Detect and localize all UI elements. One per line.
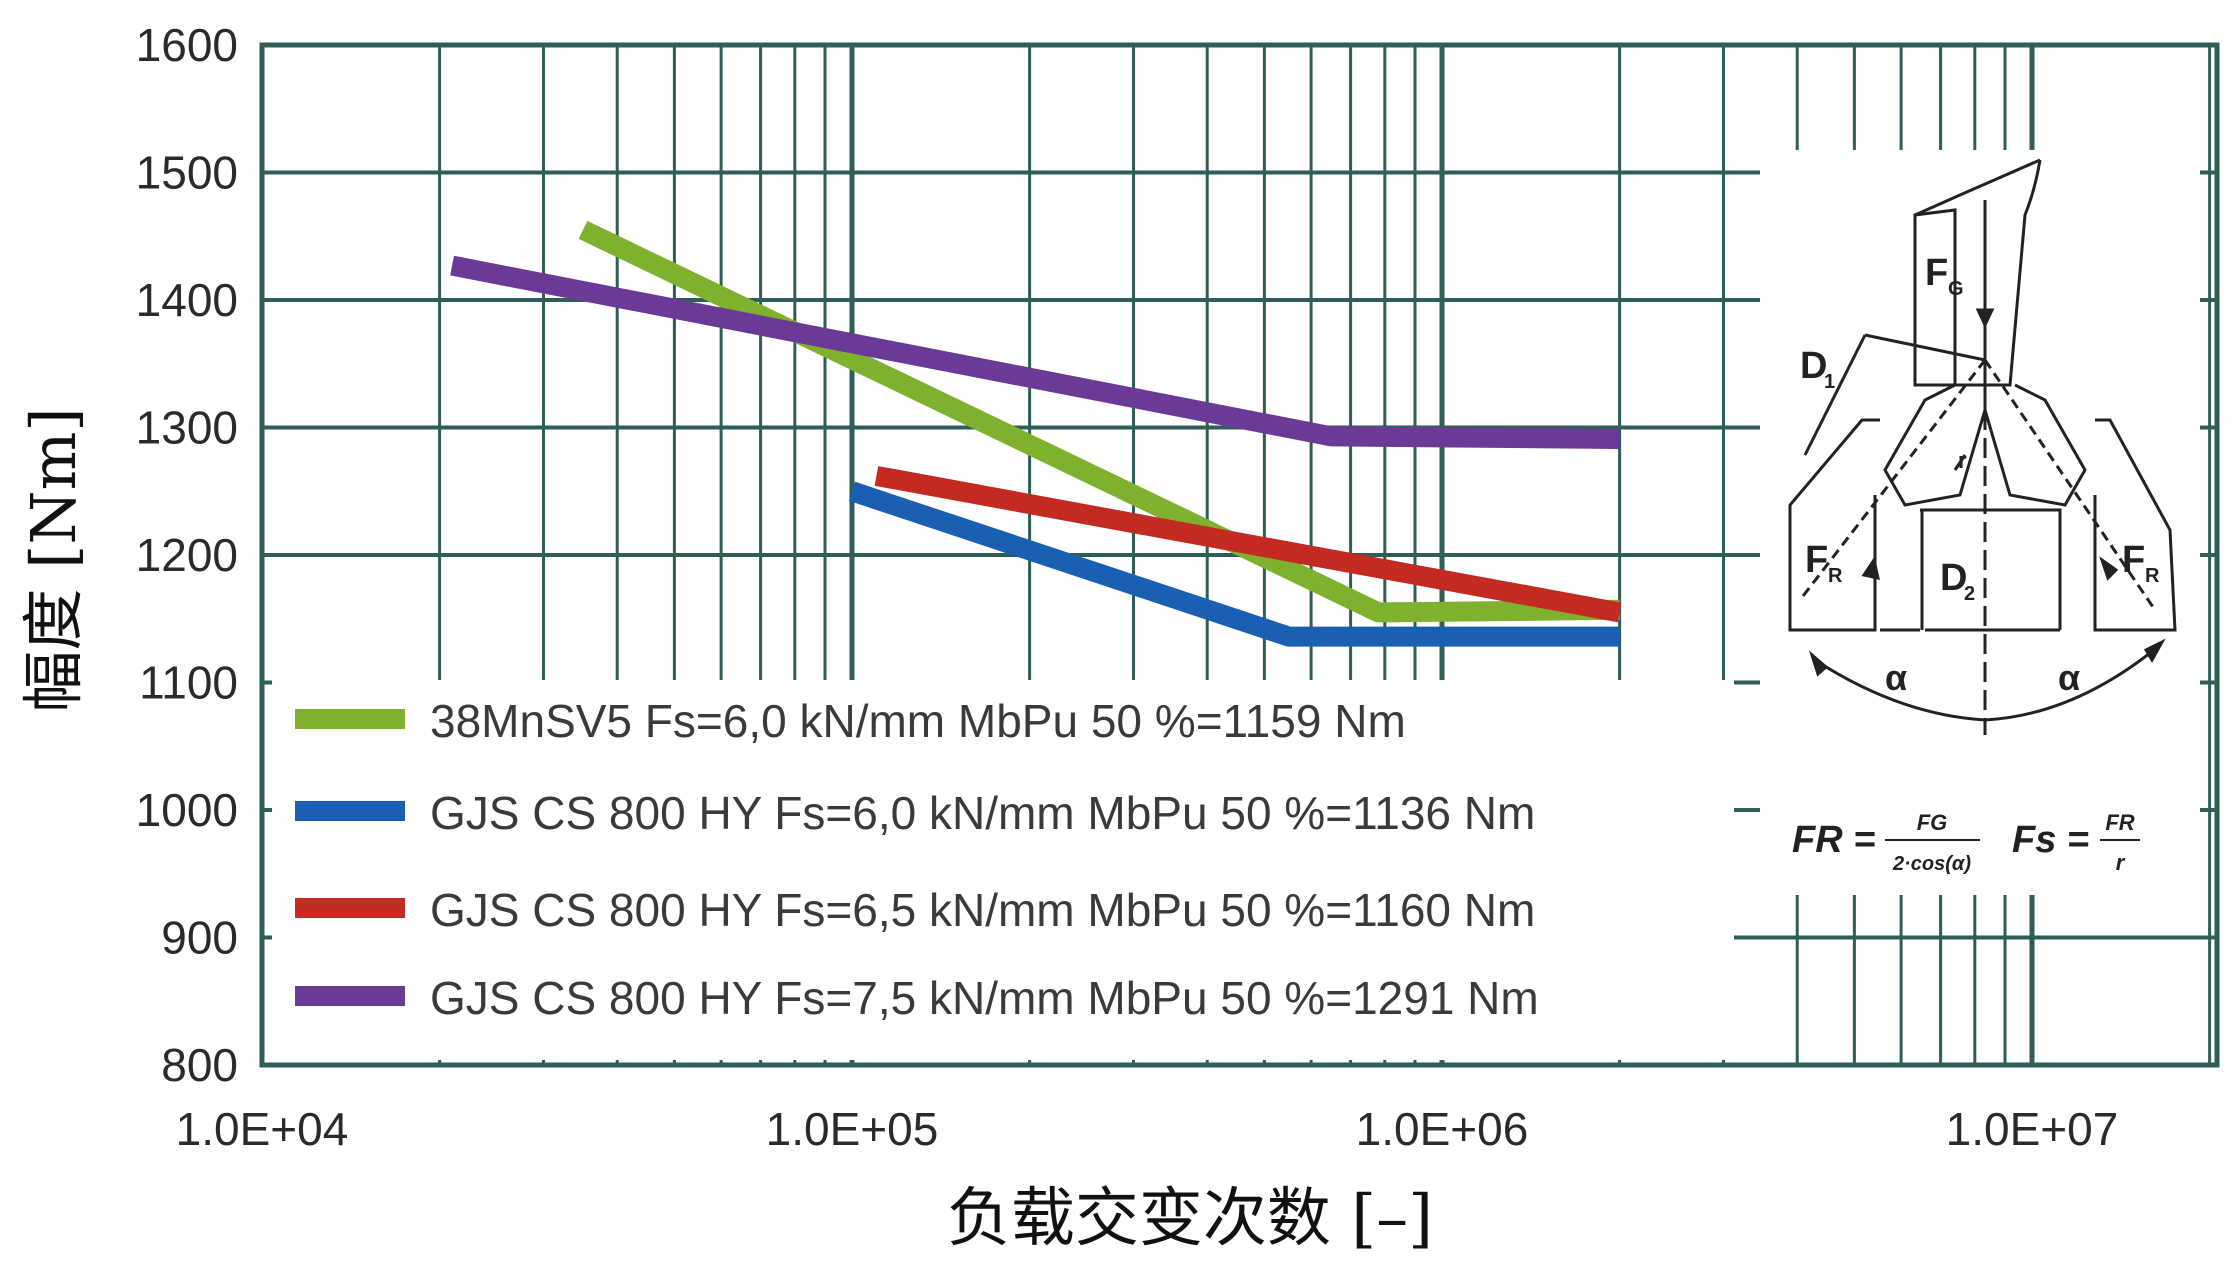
legend-label-blue: GJS CS 800 HY Fs=6,0 kN/mm MbPu 50 %=113… bbox=[430, 787, 1535, 839]
formula-background bbox=[1770, 770, 2180, 890]
inset-diagram: F G D 1 r F R D 2 F R α α FR = FG 2·cos(… bbox=[1760, 150, 2200, 895]
series-line-blue bbox=[848, 481, 1620, 647]
series-line-red bbox=[874, 466, 1622, 623]
legend-swatch-purple bbox=[295, 986, 405, 1006]
label-fr-left: F bbox=[1805, 539, 1828, 581]
plot-frame bbox=[259, 42, 2220, 1068]
legend-swatch-red bbox=[295, 898, 405, 918]
legend: 38MnSV5 Fs=6,0 kN/mm MbPu 50 %=1159 Nm G… bbox=[272, 680, 1734, 1060]
y-tick-label: 1300 bbox=[136, 402, 238, 454]
label-r: r bbox=[1958, 448, 1967, 473]
roller-tool-drawing bbox=[1788, 158, 2177, 735]
formula-fs-num: FR bbox=[2105, 810, 2134, 835]
legend-label-purple: GJS CS 800 HY Fs=7,5 kN/mm MbPu 50 %=129… bbox=[430, 972, 1539, 1024]
x-tick-label: 1.0E+06 bbox=[1356, 1103, 1529, 1155]
y-tick-labels: 800 900 1000 1100 1200 1300 1400 1500 1600 bbox=[136, 19, 238, 1091]
label-fr-left-sub: R bbox=[1828, 565, 1843, 587]
y-tick-label: 1500 bbox=[136, 147, 238, 199]
legend-swatch-blue bbox=[295, 801, 405, 821]
legend-background bbox=[272, 680, 1734, 1060]
x-axis-label: 负载交变次数 [–] bbox=[947, 1182, 1433, 1256]
y-tick-label: 1000 bbox=[136, 784, 238, 836]
x-tick-labels: 1.0E+04 1.0E+05 1.0E+06 1.0E+07 bbox=[176, 1103, 2119, 1155]
chart-series bbox=[450, 220, 1622, 647]
y-tick-label: 800 bbox=[161, 1039, 238, 1091]
legend-swatch-green bbox=[295, 709, 405, 729]
label-fr-right: F bbox=[2122, 539, 2145, 581]
label-d2: D bbox=[1940, 557, 1967, 599]
formula-fs-lhs: Fs = bbox=[2012, 819, 2089, 861]
y-tick-label: 1100 bbox=[139, 657, 238, 709]
y-axis-label: 幅度 [Nm] bbox=[17, 407, 90, 712]
y-tick-label: 1600 bbox=[136, 19, 238, 71]
label-alpha-right: α bbox=[2058, 657, 2080, 698]
formula-fr-den: 2·cos(α) bbox=[1892, 853, 1971, 875]
formula: FR = FG 2·cos(α) Fs = FR r bbox=[1770, 770, 2180, 890]
x-tick-label: 1.0E+07 bbox=[1946, 1103, 2119, 1155]
y-tick-label: 1400 bbox=[136, 274, 238, 326]
label-alpha-left: α bbox=[1885, 657, 1907, 698]
label-d1-sub: 1 bbox=[1824, 371, 1835, 393]
y-tick-label: 900 bbox=[161, 912, 238, 964]
label-fg: F bbox=[1925, 252, 1948, 294]
x-tick-label: 1.0E+05 bbox=[766, 1103, 939, 1155]
y-tick-label: 1200 bbox=[136, 529, 238, 581]
label-d1: D bbox=[1800, 345, 1827, 387]
legend-label-red: GJS CS 800 HY Fs=6,5 kN/mm MbPu 50 %=116… bbox=[430, 884, 1535, 936]
legend-label-green: 38MnSV5 Fs=6,0 kN/mm MbPu 50 %=1159 Nm bbox=[430, 695, 1406, 747]
x-tick-label: 1.0E+04 bbox=[176, 1103, 349, 1155]
formula-fr-lhs: FR = bbox=[1792, 819, 1875, 861]
series-line-green bbox=[578, 220, 1620, 623]
label-d2-sub: 2 bbox=[1964, 583, 1975, 605]
series-line-purple bbox=[450, 255, 1620, 449]
formula-fs-den: r bbox=[2116, 850, 2126, 875]
formula-fr-num: FG bbox=[1917, 810, 1948, 835]
label-fg-sub: G bbox=[1948, 278, 1964, 300]
label-fr-right-sub: R bbox=[2145, 565, 2160, 587]
